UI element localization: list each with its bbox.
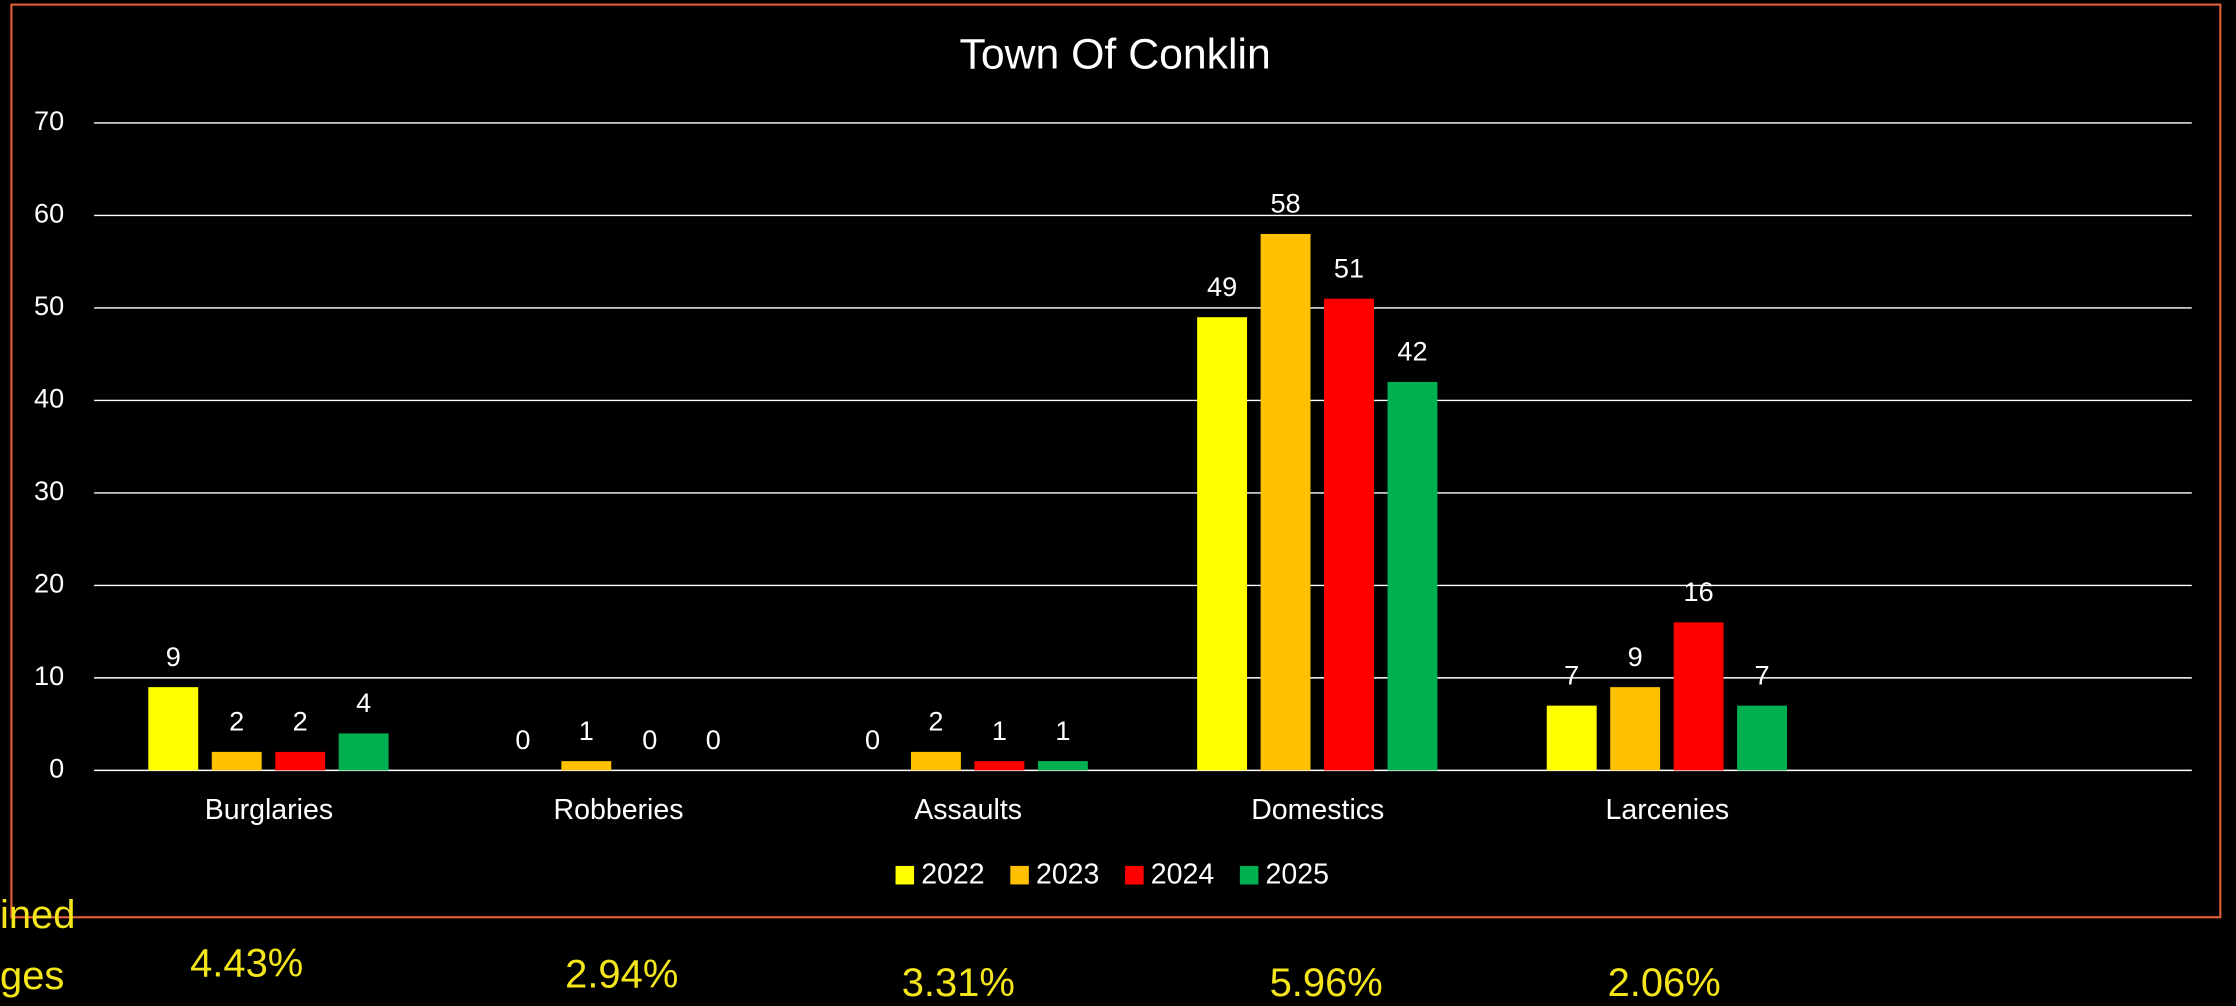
bar	[1387, 381, 1438, 771]
x-tick-label: Domestics	[1251, 794, 1384, 826]
bar	[148, 687, 199, 771]
legend-swatch	[1239, 865, 1259, 885]
bar	[338, 733, 389, 771]
footer-percentage: 2.06%	[1608, 961, 1721, 1005]
legend-label: 2025	[1266, 858, 1329, 890]
chart-frame	[10, 3, 2222, 919]
legend-label: 2024	[1151, 858, 1215, 890]
y-tick-label: 20	[34, 568, 64, 599]
bar	[561, 761, 612, 771]
footer-label: ined	[0, 893, 75, 937]
legend-swatch	[1125, 865, 1144, 885]
data-label: 16	[1684, 576, 1714, 607]
data-label: 2	[293, 706, 308, 737]
bar	[910, 751, 961, 771]
footer-label: ges	[0, 954, 64, 998]
data-label: 0	[642, 724, 657, 755]
chart-title: Town Of Conklin	[959, 31, 1270, 79]
y-tick-label: 10	[34, 660, 64, 691]
y-tick-label: 30	[34, 475, 64, 506]
data-label: 0	[706, 724, 721, 755]
bar	[1546, 705, 1597, 771]
data-label: 51	[1334, 252, 1364, 283]
bar	[974, 761, 1025, 771]
data-label: 1	[1055, 715, 1070, 746]
bar	[1324, 298, 1374, 771]
data-label: 0	[515, 724, 530, 755]
data-label: 9	[1628, 641, 1643, 672]
legend-label: 2023	[1036, 858, 1099, 890]
y-tick-label: 60	[34, 198, 64, 229]
data-label: 1	[579, 715, 594, 746]
y-tick-label: 40	[34, 383, 64, 414]
bar	[1260, 233, 1311, 771]
legend-swatch	[895, 865, 915, 885]
data-label: 0	[865, 724, 880, 755]
data-label: 42	[1397, 336, 1427, 367]
data-label: 7	[1564, 659, 1579, 690]
bar	[1037, 761, 1088, 771]
data-label: 2	[229, 706, 244, 737]
data-label: 4	[356, 687, 371, 718]
legend-swatch	[1010, 865, 1029, 885]
bar	[275, 751, 326, 771]
data-label: 7	[1755, 659, 1770, 690]
bar	[1737, 705, 1788, 771]
y-tick-label: 0	[49, 753, 64, 784]
data-label: 1	[992, 715, 1007, 746]
data-label: 58	[1270, 188, 1300, 219]
y-tick-label: 70	[34, 105, 64, 136]
bar	[211, 751, 262, 771]
footer-percentage: 5.96%	[1270, 961, 1383, 1005]
bar	[1610, 687, 1661, 771]
bar	[1673, 622, 1724, 771]
bar	[1197, 317, 1248, 771]
footer-percentage: 3.31%	[902, 961, 1015, 1005]
x-tick-label: Robberies	[554, 794, 684, 826]
footer-percentage: 4.43%	[190, 941, 303, 985]
data-label: 2	[928, 706, 943, 737]
x-tick-label: Burglaries	[205, 794, 333, 826]
x-tick-label: Assaults	[914, 794, 1022, 826]
data-label: 9	[166, 641, 181, 672]
legend-label: 2022	[921, 858, 984, 890]
x-tick-label: Larcenies	[1606, 794, 1730, 826]
footer-percentage: 2.94%	[565, 953, 678, 997]
y-tick-label: 50	[34, 290, 64, 321]
data-label: 49	[1207, 271, 1237, 302]
